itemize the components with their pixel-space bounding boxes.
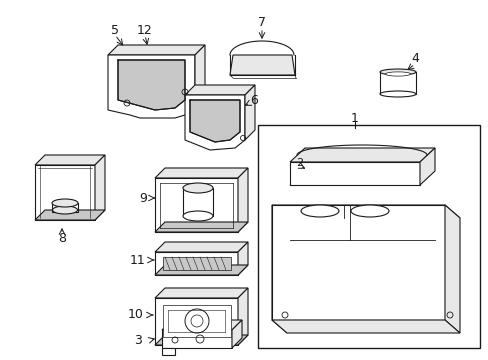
Text: 11: 11: [130, 253, 145, 266]
Polygon shape: [35, 155, 105, 165]
Polygon shape: [155, 178, 238, 232]
Text: 7: 7: [258, 15, 265, 28]
Text: 1: 1: [350, 112, 358, 125]
Polygon shape: [184, 85, 254, 95]
Text: 6: 6: [249, 94, 257, 107]
Ellipse shape: [183, 183, 213, 193]
Polygon shape: [162, 330, 231, 348]
Text: 10: 10: [128, 309, 143, 321]
Polygon shape: [195, 45, 204, 110]
Bar: [183, 188, 213, 216]
Polygon shape: [231, 320, 242, 348]
Polygon shape: [289, 162, 419, 185]
Polygon shape: [155, 265, 247, 275]
Polygon shape: [108, 45, 204, 55]
Polygon shape: [95, 155, 105, 220]
Bar: [163, 257, 230, 270]
Ellipse shape: [379, 69, 415, 75]
Text: 3: 3: [134, 333, 142, 346]
Polygon shape: [184, 95, 244, 150]
Polygon shape: [155, 252, 238, 275]
Ellipse shape: [301, 205, 338, 217]
Ellipse shape: [385, 72, 410, 76]
Ellipse shape: [52, 206, 77, 214]
Polygon shape: [162, 348, 175, 355]
Polygon shape: [108, 55, 195, 118]
Bar: [258, 125, 479, 348]
Polygon shape: [155, 222, 247, 232]
Polygon shape: [271, 205, 286, 333]
Bar: [52, 203, 78, 212]
Polygon shape: [155, 242, 247, 252]
Text: 8: 8: [58, 231, 66, 244]
Bar: [163, 305, 230, 337]
Polygon shape: [238, 168, 247, 232]
Polygon shape: [244, 85, 254, 140]
Bar: [379, 72, 415, 94]
Polygon shape: [238, 288, 247, 345]
Text: 5: 5: [111, 23, 119, 36]
Polygon shape: [419, 148, 434, 185]
Polygon shape: [289, 148, 434, 162]
Ellipse shape: [350, 205, 388, 217]
Text: 2: 2: [296, 158, 303, 168]
Polygon shape: [271, 320, 459, 333]
Polygon shape: [229, 55, 294, 75]
Polygon shape: [118, 60, 184, 110]
Polygon shape: [271, 205, 459, 218]
Ellipse shape: [183, 211, 213, 221]
Ellipse shape: [52, 199, 78, 207]
Text: 4: 4: [410, 51, 418, 64]
Text: 9: 9: [139, 192, 146, 204]
Polygon shape: [190, 100, 240, 142]
Polygon shape: [155, 288, 247, 298]
Polygon shape: [238, 242, 247, 275]
Ellipse shape: [379, 91, 415, 97]
Text: 12: 12: [137, 23, 153, 36]
Polygon shape: [271, 205, 444, 320]
Polygon shape: [162, 320, 242, 330]
Polygon shape: [155, 168, 247, 178]
Polygon shape: [35, 210, 105, 220]
Polygon shape: [155, 335, 247, 345]
Polygon shape: [155, 298, 238, 345]
Polygon shape: [35, 165, 95, 220]
Polygon shape: [444, 205, 459, 333]
